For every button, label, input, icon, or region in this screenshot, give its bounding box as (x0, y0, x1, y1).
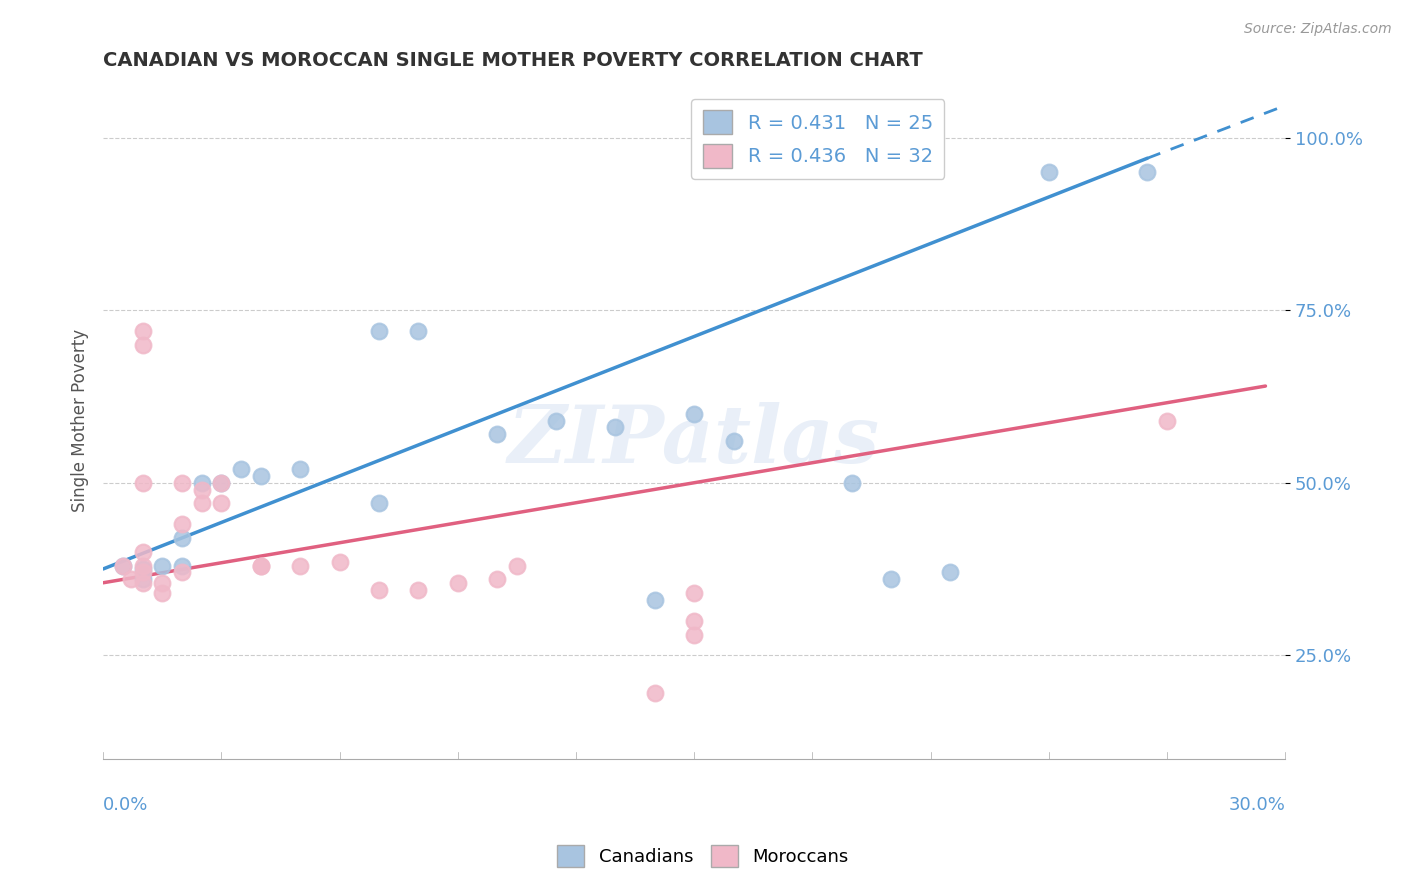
Point (209, 496, 232, 510)
Point (249, 468, 271, 483)
Point (131, 324, 153, 338)
Point (288, 558, 311, 573)
Text: ZIPatlas: ZIPatlas (508, 402, 880, 480)
Point (644, 686, 666, 700)
Point (368, 496, 391, 510)
Legend: Canadians, Moroccans: Canadians, Moroccans (550, 838, 856, 874)
Point (170, 517, 193, 532)
Point (111, 558, 134, 573)
Text: CANADIAN VS MOROCCAN SINGLE MOTHER POVERTY CORRELATION CHART: CANADIAN VS MOROCCAN SINGLE MOTHER POVER… (103, 51, 922, 70)
Point (131, 475, 153, 490)
Point (1156, 413, 1178, 427)
Point (683, 407, 706, 421)
Text: 30.0%: 30.0% (1229, 796, 1285, 814)
Point (170, 558, 193, 573)
Point (120, 572, 142, 586)
Point (546, 413, 568, 427)
Point (131, 337, 153, 351)
Point (1038, 165, 1060, 179)
Point (368, 324, 391, 338)
Point (131, 562, 153, 576)
Point (190, 483, 212, 497)
Point (1136, 165, 1159, 179)
Point (150, 586, 173, 600)
Legend: R = 0.431   N = 25, R = 0.436   N = 32: R = 0.431 N = 25, R = 0.436 N = 32 (692, 99, 945, 179)
Point (683, 586, 706, 600)
Point (209, 475, 232, 490)
Point (683, 614, 706, 628)
Point (486, 572, 509, 586)
Point (368, 582, 391, 597)
Point (170, 531, 193, 545)
Point (841, 475, 863, 490)
Point (506, 558, 529, 573)
Point (683, 627, 706, 641)
Point (150, 575, 173, 590)
Point (723, 434, 745, 449)
Point (131, 572, 153, 586)
Point (447, 575, 470, 590)
Point (131, 566, 153, 580)
Point (229, 462, 252, 476)
Point (249, 558, 271, 573)
Point (249, 558, 271, 573)
Point (190, 475, 212, 490)
Point (644, 593, 666, 607)
Point (131, 575, 153, 590)
Point (408, 582, 430, 597)
Point (328, 555, 350, 569)
Point (939, 566, 962, 580)
Point (190, 496, 212, 510)
Point (486, 427, 509, 442)
Text: Source: ZipAtlas.com: Source: ZipAtlas.com (1244, 22, 1392, 37)
Point (131, 545, 153, 559)
Point (131, 558, 153, 573)
Point (408, 324, 430, 338)
Point (170, 566, 193, 580)
Point (209, 475, 232, 490)
Point (880, 572, 903, 586)
Point (605, 420, 627, 434)
Y-axis label: Single Mother Poverty: Single Mother Poverty (72, 329, 89, 512)
Text: 0.0%: 0.0% (103, 796, 149, 814)
Point (288, 462, 311, 476)
Point (170, 475, 193, 490)
Point (111, 558, 134, 573)
Point (150, 558, 173, 573)
